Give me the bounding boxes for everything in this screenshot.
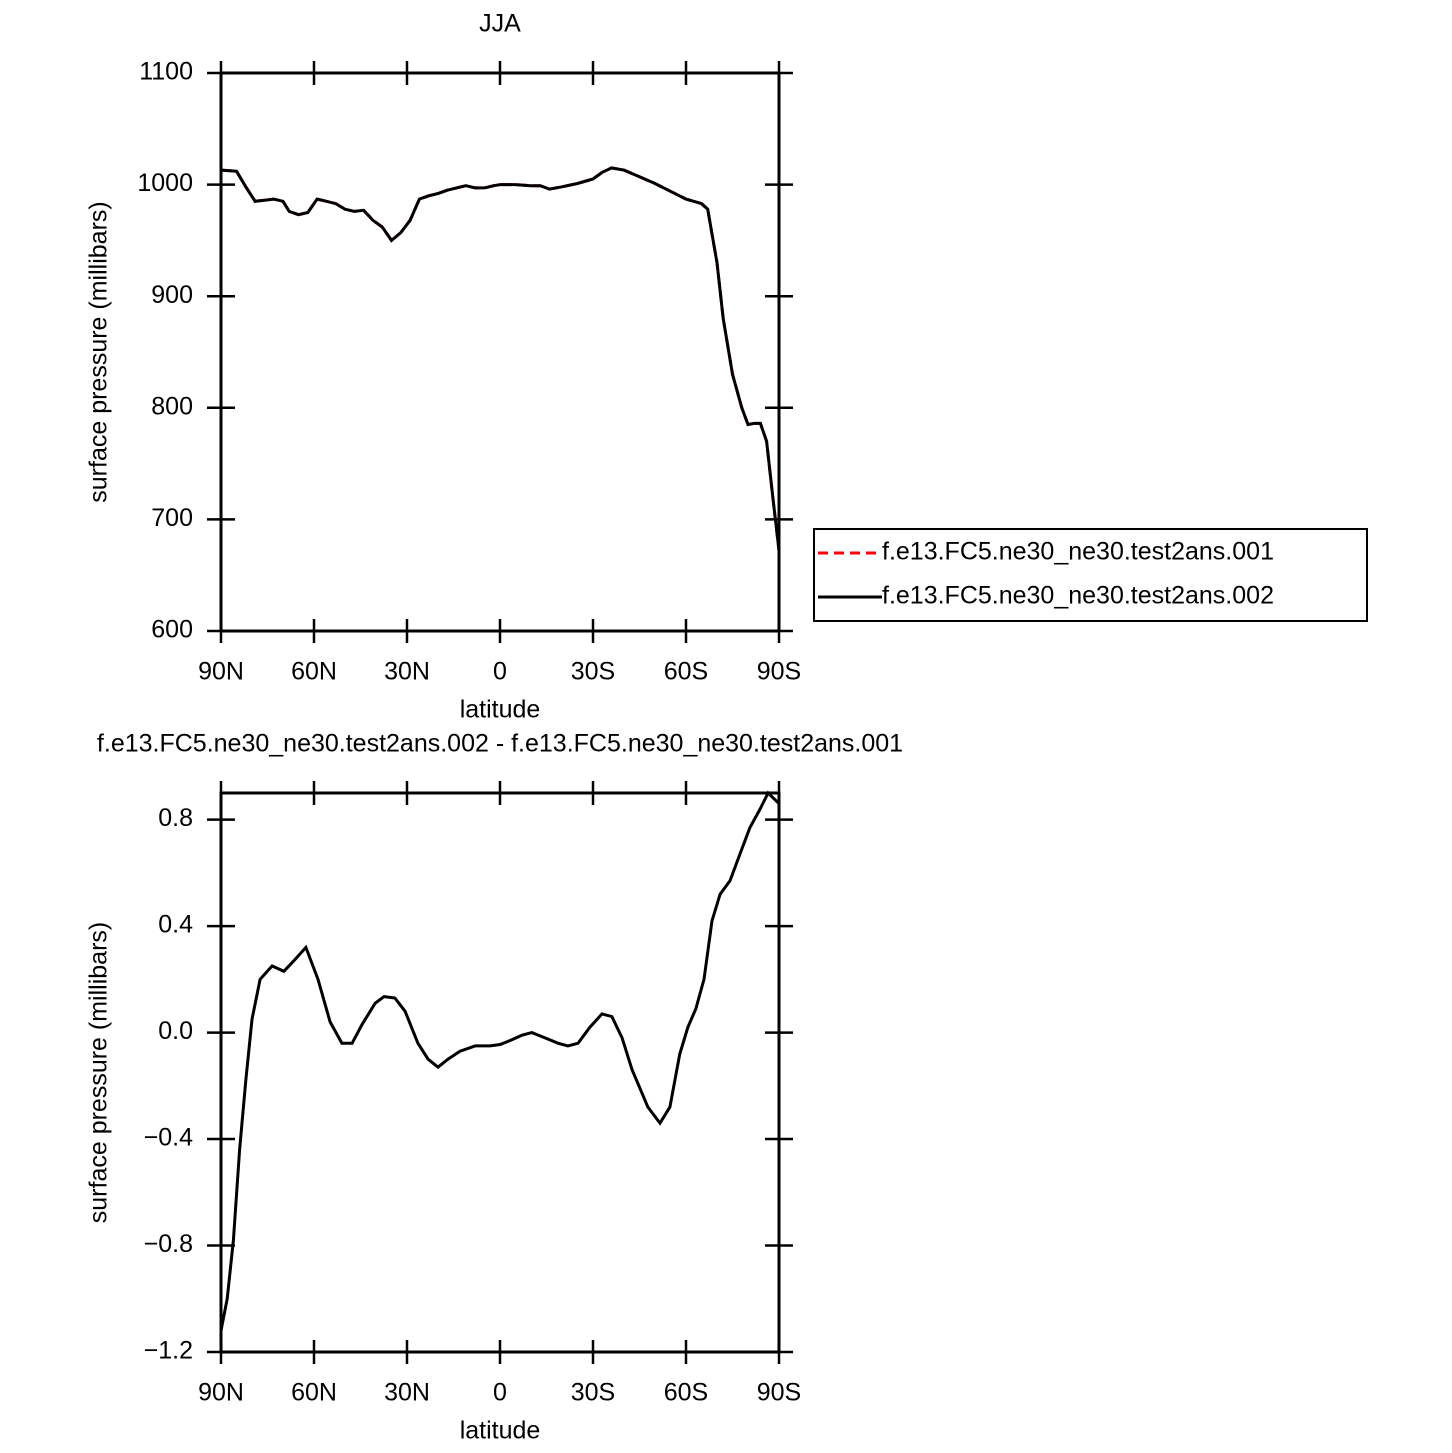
y-tick-label: −1.2 bbox=[144, 1337, 193, 1365]
y-tick-label: 700 bbox=[151, 504, 193, 532]
x-tick-label: 30N bbox=[384, 1379, 430, 1407]
plot-frame bbox=[219, 791, 781, 1354]
data-line bbox=[219, 790, 781, 1331]
x-tick-label: 90N bbox=[198, 658, 244, 686]
y-axis-label: surface pressure (millibars) bbox=[85, 922, 113, 1223]
x-tick-label: 60N bbox=[291, 1379, 337, 1407]
y-tick-label: 0.8 bbox=[158, 804, 193, 832]
x-tick-label: 30N bbox=[384, 658, 430, 686]
y-tick-label: 1100 bbox=[139, 58, 193, 86]
legend-label: f.e13.FC5.ne30_ne30.test2ans.001 bbox=[882, 538, 1274, 566]
x-axis-label: latitude bbox=[460, 1417, 541, 1445]
x-tick-label: 0 bbox=[493, 1379, 507, 1407]
x-tick-label: 30S bbox=[571, 1379, 615, 1407]
y-tick-label: 800 bbox=[151, 392, 193, 420]
chart-title: f.e13.FC5.ne30_ne30.test2ans.002 - f.e13… bbox=[97, 730, 903, 758]
y-axis-label: surface pressure (millibars) bbox=[85, 201, 113, 502]
data-line bbox=[220, 166, 781, 551]
x-tick-label: 90S bbox=[757, 658, 801, 686]
legend-label: f.e13.FC5.ne30_ne30.test2ans.002 bbox=[882, 582, 1274, 610]
legend-box bbox=[813, 528, 1368, 622]
x-tick-label: 0 bbox=[493, 658, 507, 686]
y-tick-label: 0.4 bbox=[158, 911, 193, 939]
x-tick-label: 60N bbox=[291, 658, 337, 686]
y-tick-label: 0.0 bbox=[158, 1017, 193, 1045]
plot-frame bbox=[219, 71, 781, 633]
x-tick-label: 60S bbox=[664, 1379, 708, 1407]
y-tick-label: 1000 bbox=[137, 169, 193, 197]
y-tick-label: 600 bbox=[151, 616, 193, 644]
x-axis-label: latitude bbox=[460, 696, 541, 724]
x-tick-label: 90S bbox=[757, 1379, 801, 1407]
y-tick-label: −0.8 bbox=[144, 1230, 193, 1258]
x-tick-label: 60S bbox=[664, 658, 708, 686]
x-tick-label: 30S bbox=[571, 658, 615, 686]
data-line bbox=[220, 166, 781, 551]
y-tick-label: −0.4 bbox=[144, 1124, 193, 1152]
x-tick-label: 90N bbox=[198, 1379, 244, 1407]
chart-title: JJA bbox=[479, 10, 521, 38]
y-tick-label: 900 bbox=[151, 281, 193, 309]
